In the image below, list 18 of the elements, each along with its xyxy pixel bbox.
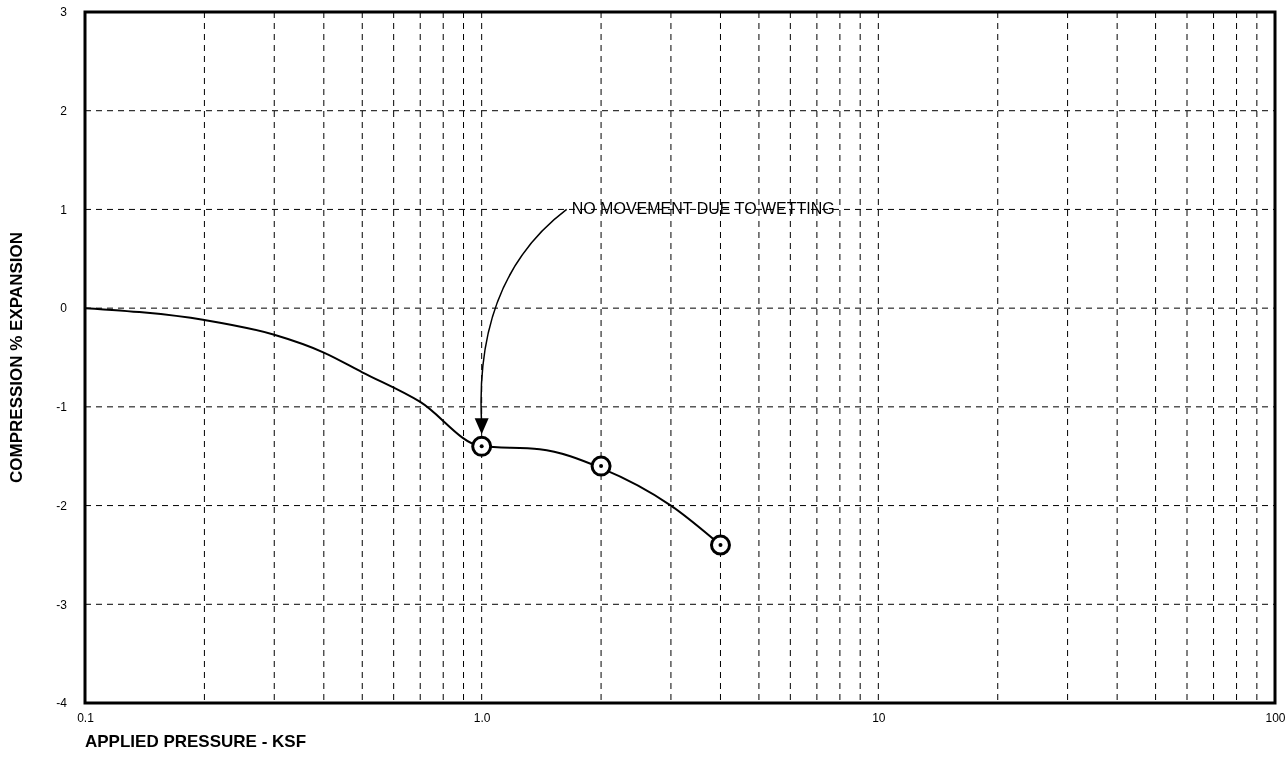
y-tick-label: -4 xyxy=(56,696,68,711)
y-tick-label: -3 xyxy=(56,597,68,612)
y-tick-label: 3 xyxy=(60,5,68,20)
annotation: NO MOVEMENT DUE TO WETTING xyxy=(571,200,835,218)
y-tick-label: 0 xyxy=(60,301,68,316)
x-tick-label: 10 xyxy=(872,710,886,725)
point xyxy=(590,455,612,477)
y-tick-label: 2 xyxy=(60,104,68,119)
y-tick-label: -2 xyxy=(56,498,68,513)
y-tick-label: 1 xyxy=(60,202,68,217)
y-tick-label: -1 xyxy=(56,400,68,415)
x-tick-label: 1.0 xyxy=(473,710,491,725)
x-axis-title: APPLIED PRESSURE - KSF xyxy=(85,732,307,751)
x-tick-label: 100 xyxy=(1265,710,1286,725)
point xyxy=(471,435,493,457)
y-axis-title: COMPRESSION % EXPANSION xyxy=(7,232,26,483)
point xyxy=(709,534,731,556)
x-tick-label: 0.1 xyxy=(77,710,95,725)
